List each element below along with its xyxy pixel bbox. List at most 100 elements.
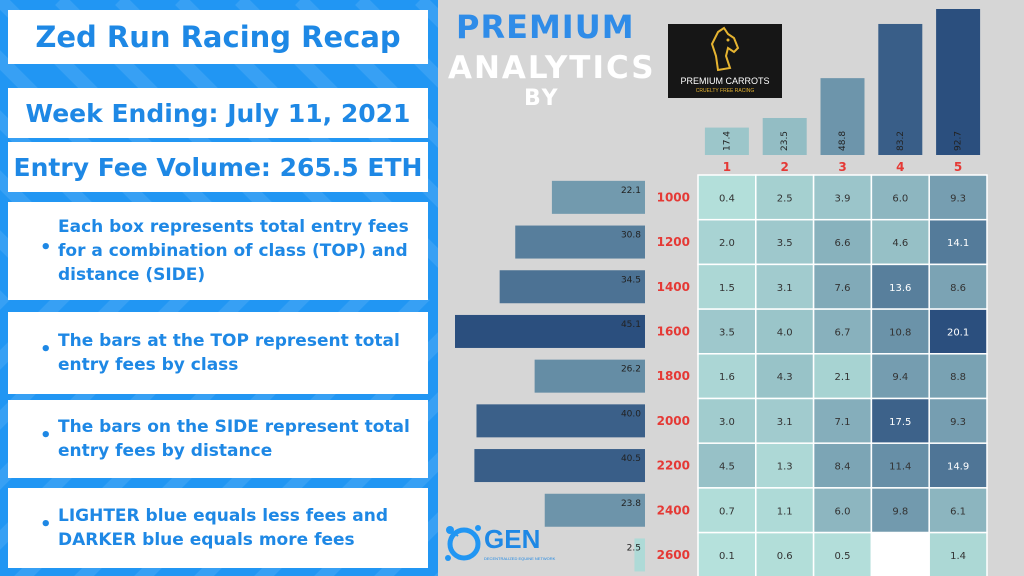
class-label: 4 bbox=[896, 160, 904, 174]
class-total-label: 92.7 bbox=[954, 131, 964, 151]
class-total-bar bbox=[820, 78, 865, 155]
heatmap-cell bbox=[870, 353, 930, 400]
cell-value-label: 13.6 bbox=[889, 283, 911, 294]
week-ending: Week Ending: July 11, 2021 bbox=[8, 88, 428, 138]
info-panel: Zed Run Racing Recap Week Ending: July 1… bbox=[0, 0, 438, 576]
bullet-box-3: The bars on the SIDE represent total ent… bbox=[8, 400, 428, 478]
heatmap-cell bbox=[812, 487, 873, 534]
heatmap-cell bbox=[870, 263, 930, 310]
cell-value-label: 2.0 bbox=[719, 238, 735, 249]
cell-value-label: 14.9 bbox=[947, 462, 969, 473]
heatmap-cell bbox=[870, 174, 930, 221]
cell-value-label: 9.4 bbox=[892, 372, 908, 383]
cell-value-label: 7.6 bbox=[835, 283, 851, 294]
heatmap-cell bbox=[697, 487, 757, 534]
cell-value-label: 9.3 bbox=[950, 193, 966, 204]
distance-total-bar bbox=[534, 359, 645, 393]
bullet-text-2: The bars at the TOP represent total entr… bbox=[58, 331, 400, 375]
heatmap-cell bbox=[812, 308, 873, 355]
class-label: 1 bbox=[723, 160, 731, 174]
cell-value-label: 1.3 bbox=[777, 462, 793, 473]
cell-value-label: 17.5 bbox=[889, 417, 911, 428]
distance-total-label: 40.5 bbox=[621, 454, 641, 464]
heatmap-cell bbox=[755, 263, 815, 310]
bullet-box-1: Each box represents total entry fees for… bbox=[8, 202, 428, 300]
distance-total-bar bbox=[634, 538, 645, 572]
cell-value-label: 1.6 bbox=[719, 372, 735, 383]
gen-logo: GEN DECENTRALIZED EQUINE NETWORK bbox=[442, 516, 562, 572]
premium-carrots-logo: PREMIUM CARROTS CRUELTY FREE RACING bbox=[668, 24, 782, 98]
distance-label: 1600 bbox=[657, 324, 690, 338]
bullet-text-3: The bars on the SIDE represent total ent… bbox=[58, 417, 410, 461]
premium-heading: PREMIUM bbox=[456, 8, 635, 46]
cell-value-label: 0.4 bbox=[719, 193, 735, 204]
class-total-bar bbox=[762, 117, 807, 155]
heatmap-cell bbox=[870, 218, 930, 266]
heatmap-cell bbox=[928, 487, 988, 534]
class-total-bar bbox=[704, 127, 749, 155]
heatmap-cell bbox=[755, 218, 815, 266]
distance-total-label: 23.8 bbox=[621, 499, 641, 509]
heatmap-cell bbox=[697, 531, 757, 576]
cell-value-label: 6.6 bbox=[835, 238, 851, 249]
distance-total-label: 40.0 bbox=[621, 409, 641, 419]
distance-label: 1000 bbox=[657, 190, 690, 204]
cell-value-label: 3.1 bbox=[777, 417, 793, 428]
cell-value-label: 7.1 bbox=[835, 417, 851, 428]
by-heading: BY bbox=[524, 86, 560, 111]
cell-value-label: 0.1 bbox=[719, 551, 735, 562]
heatmap-cell bbox=[812, 442, 873, 489]
heatmap-cell bbox=[812, 353, 873, 400]
heatmap-cell bbox=[812, 218, 873, 266]
heatmap-cell bbox=[870, 308, 930, 355]
distance-total-bar bbox=[544, 493, 645, 527]
distance-total-bar bbox=[455, 314, 645, 348]
bullet-box-2: The bars at the TOP represent total entr… bbox=[8, 312, 428, 394]
bullet-text-4: LIGHTER blue equals less fees and DARKER… bbox=[58, 506, 388, 550]
cell-value-label: 2.5 bbox=[777, 193, 793, 204]
cell-value-label: 6.1 bbox=[950, 506, 966, 517]
logo-text: PREMIUM CARROTS bbox=[680, 76, 770, 86]
heatmap-cell bbox=[755, 397, 815, 444]
heatmap-cell bbox=[870, 531, 930, 576]
distance-label: 2400 bbox=[657, 503, 690, 517]
entry-fee-volume: Entry Fee Volume: 265.5 ETH bbox=[8, 142, 428, 192]
heatmap-cell bbox=[928, 531, 988, 576]
cell-value-label: 0.5 bbox=[835, 551, 851, 562]
cell-value-label: 6.0 bbox=[835, 506, 851, 517]
cell-value-label: 8.6 bbox=[950, 283, 966, 294]
heatmap-cell bbox=[697, 174, 757, 221]
cell-value-label: 0.6 bbox=[777, 551, 793, 562]
cell-value-label: 6.7 bbox=[835, 327, 851, 338]
heatmap-cell bbox=[697, 442, 757, 489]
distance-total-label: 34.5 bbox=[621, 275, 641, 285]
cell-value-label: 4.6 bbox=[892, 238, 908, 249]
heatmap-cell bbox=[928, 397, 988, 444]
horse-head-icon bbox=[710, 26, 740, 72]
cell-value-label: 3.9 bbox=[835, 193, 851, 204]
cell-value-label: 1.1 bbox=[777, 506, 793, 517]
distance-total-label: 45.1 bbox=[621, 320, 641, 330]
cell-value-label: 9.8 bbox=[892, 506, 908, 517]
distance-label: 1800 bbox=[657, 369, 690, 383]
cell-value-label: 3.0 bbox=[719, 417, 735, 428]
distance-total-bar bbox=[515, 225, 645, 259]
cell-value-label: 8.4 bbox=[835, 462, 851, 473]
distance-total-label: 30.8 bbox=[621, 231, 641, 241]
cell-value-label: 4.0 bbox=[777, 327, 793, 338]
cell-value-label: 1.5 bbox=[719, 283, 735, 294]
page-title: Zed Run Racing Recap bbox=[8, 10, 428, 64]
distance-label: 2000 bbox=[657, 414, 690, 428]
class-total-label: 48.8 bbox=[838, 131, 848, 151]
distance-label: 1400 bbox=[657, 280, 690, 294]
distance-label: 2200 bbox=[657, 459, 690, 473]
cell-value-label: 6.0 bbox=[892, 193, 908, 204]
pattern-stripe bbox=[0, 110, 190, 490]
heatmap-chart: 0.4 2.5 3.9 6.0 9.3 2.0 3.5 6.6 4.6 14.1 1.5 3.1 7.6… bbox=[455, 9, 988, 576]
class-total-bar bbox=[936, 9, 981, 155]
cell-value-label: 4.3 bbox=[777, 372, 793, 383]
distance-total-bar bbox=[476, 404, 645, 438]
class-total-label: 17.4 bbox=[722, 131, 732, 151]
class-total-bar bbox=[878, 23, 923, 155]
distance-total-bar bbox=[499, 270, 645, 304]
